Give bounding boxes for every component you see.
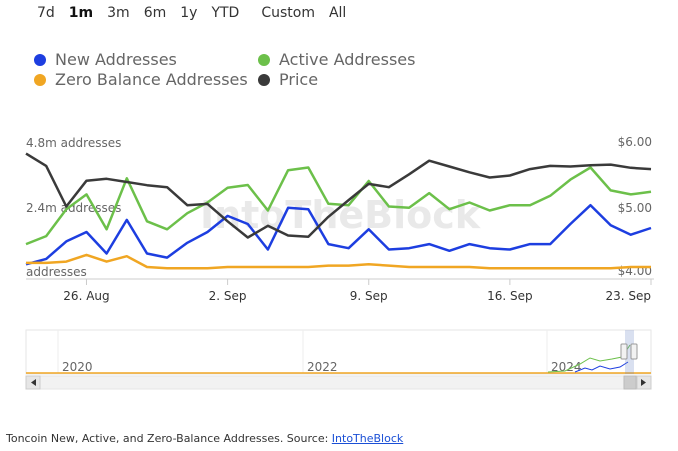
scrollbar-left-arrow-icon xyxy=(31,379,36,386)
series-line-zero-balance-addresses xyxy=(26,253,651,270)
range-button-ytd[interactable]: YTD xyxy=(211,5,240,21)
range-button-7d[interactable]: 7d xyxy=(37,5,55,21)
legend-label-price: Price xyxy=(279,70,319,89)
series-line-price xyxy=(25,152,652,239)
range-button-all[interactable]: All xyxy=(328,5,347,21)
caption-source-link[interactable]: IntoTheBlock xyxy=(331,432,404,445)
legend-label-active: Active Addresses xyxy=(279,50,416,69)
scrollbar-right-arrow-icon xyxy=(641,379,646,386)
watermark-text: IntoTheBlock xyxy=(200,193,481,237)
legend-label-zero: Zero Balance Addresses xyxy=(55,70,248,89)
navigator-handle-right[interactable] xyxy=(630,343,638,360)
caption-text: Toncoin New, Active, and Zero-Balance Ad… xyxy=(6,432,332,445)
legend-dot-active xyxy=(258,54,270,66)
x-tick-label: 16. Sep xyxy=(487,289,533,303)
range-button-1m[interactable]: 1m xyxy=(68,5,94,21)
navigator-handle-left[interactable] xyxy=(620,343,628,360)
legend-label-new: New Addresses xyxy=(55,50,177,69)
legend-item-active-addresses[interactable]: Active Addresses xyxy=(258,50,415,69)
x-tick-label: 26. Aug xyxy=(63,289,109,303)
series-line-new-addresses xyxy=(25,203,652,266)
scrollbar-thumb[interactable] xyxy=(623,375,637,390)
scrollbar-track[interactable] xyxy=(25,375,652,390)
legend-item-new-addresses[interactable]: New Addresses xyxy=(34,50,177,69)
y-left-tick-label: 4.8m addresses xyxy=(26,136,121,150)
legend-item-price[interactable]: Price xyxy=(258,70,318,89)
navigator-selection xyxy=(625,330,634,374)
y-right-tick-label: $5.00 xyxy=(618,201,652,215)
navigator-label: 2020 xyxy=(62,360,93,374)
range-button-custom[interactable]: Custom xyxy=(261,5,315,21)
legend-dot-price xyxy=(258,74,270,86)
range-selector: 7d 1m 3m 6m 1y YTD Custom All xyxy=(30,3,353,23)
legend-item-zero-balance-addresses[interactable]: Zero Balance Addresses xyxy=(34,70,248,89)
range-button-6m[interactable]: 6m xyxy=(143,5,167,21)
navigator-label: 2024 xyxy=(551,360,582,374)
x-tick-label: 2. Sep xyxy=(209,289,247,303)
x-tick-label: 9. Sep xyxy=(350,289,388,303)
range-button-1y[interactable]: 1y xyxy=(180,5,198,21)
navigator-series-active xyxy=(547,344,631,373)
range-button-3m[interactable]: 3m xyxy=(107,5,130,21)
series-line-active-addresses xyxy=(25,166,652,246)
caption: Toncoin New, Active, and Zero-Balance Ad… xyxy=(6,432,403,445)
navigator-series-new xyxy=(574,361,629,373)
legend-dot-new xyxy=(34,54,46,66)
navigator-label: 2022 xyxy=(307,360,338,374)
x-tick-label: 23. Sep xyxy=(605,289,651,303)
y-left-tick-label: addresses xyxy=(26,265,87,279)
y-right-tick-label: $6.00 xyxy=(618,135,652,149)
legend-dot-zero xyxy=(34,74,46,86)
